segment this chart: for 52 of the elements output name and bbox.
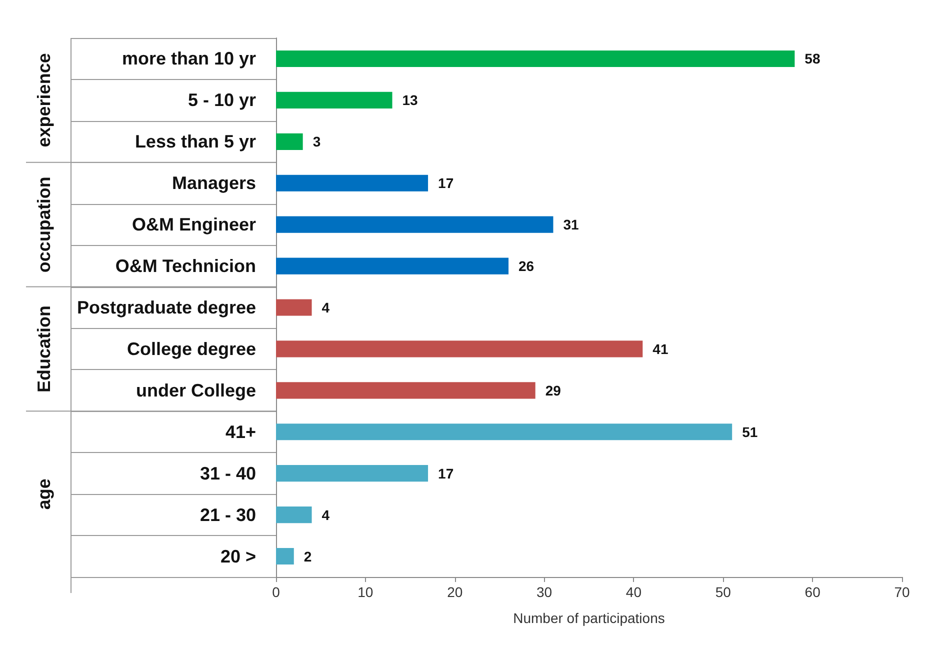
y-tick-label: Postgraduate degree: [76, 298, 256, 318]
bar: [276, 92, 392, 108]
data-label: 41: [652, 340, 668, 357]
data-label: 2: [304, 548, 312, 564]
bar: [276, 382, 536, 399]
x-tick-label: 0: [272, 584, 280, 600]
y-tick-label: 20 >: [220, 546, 256, 566]
y-tick-label: O&M Engineer: [132, 214, 256, 235]
y-tick-label: under College: [136, 380, 256, 400]
text: occupation: [34, 176, 54, 273]
bar: [276, 424, 732, 440]
x-tick-label: 70: [894, 584, 910, 600]
y-tick-label: O&M Technicion: [115, 256, 256, 276]
bar: [276, 465, 428, 482]
data-label: 29: [545, 382, 562, 398]
data-label: 17: [438, 175, 454, 192]
y-tick-label: 41+: [225, 422, 256, 442]
text: Education: [34, 305, 54, 392]
bar: [276, 216, 554, 233]
data-label: 4: [322, 300, 330, 316]
data-label: 51: [742, 424, 758, 440]
y-tick-label: 5 - 10 yr: [188, 90, 256, 110]
bar: [276, 133, 303, 150]
data-label: 58: [804, 50, 820, 67]
y-tick-label: Managers: [172, 173, 256, 194]
data-label: 3: [312, 134, 321, 150]
bar: [276, 50, 795, 68]
data-label: 4: [322, 506, 330, 523]
text: experience: [34, 53, 54, 148]
text: age: [34, 478, 54, 510]
data-label: 26: [518, 258, 534, 274]
y-tick-label: 31 - 40: [200, 463, 256, 484]
bar: [276, 548, 294, 565]
y-tick-label: more than 10 yr: [122, 48, 256, 69]
x-tick-label: 30: [536, 584, 552, 600]
bar: [276, 174, 428, 192]
data-label: 13: [402, 92, 418, 108]
data-label: 17: [438, 465, 454, 482]
y-tick-label: College degree: [126, 338, 256, 359]
bar: [276, 340, 643, 358]
data-label: 31: [563, 216, 580, 233]
x-axis-title: Number of participations: [513, 610, 665, 626]
x-tick-label: 50: [715, 584, 732, 600]
y-tick-label: Less than 5 yr: [134, 132, 256, 152]
x-tick-label: 20: [447, 584, 463, 600]
x-tick-label: 60: [804, 584, 821, 600]
bar: [276, 506, 312, 524]
x-tick-label: 40: [626, 584, 642, 600]
bar: [276, 258, 509, 274]
bar: [276, 299, 312, 316]
x-tick-label: 10: [358, 584, 374, 600]
y-tick-label: 21 - 30: [200, 504, 256, 525]
